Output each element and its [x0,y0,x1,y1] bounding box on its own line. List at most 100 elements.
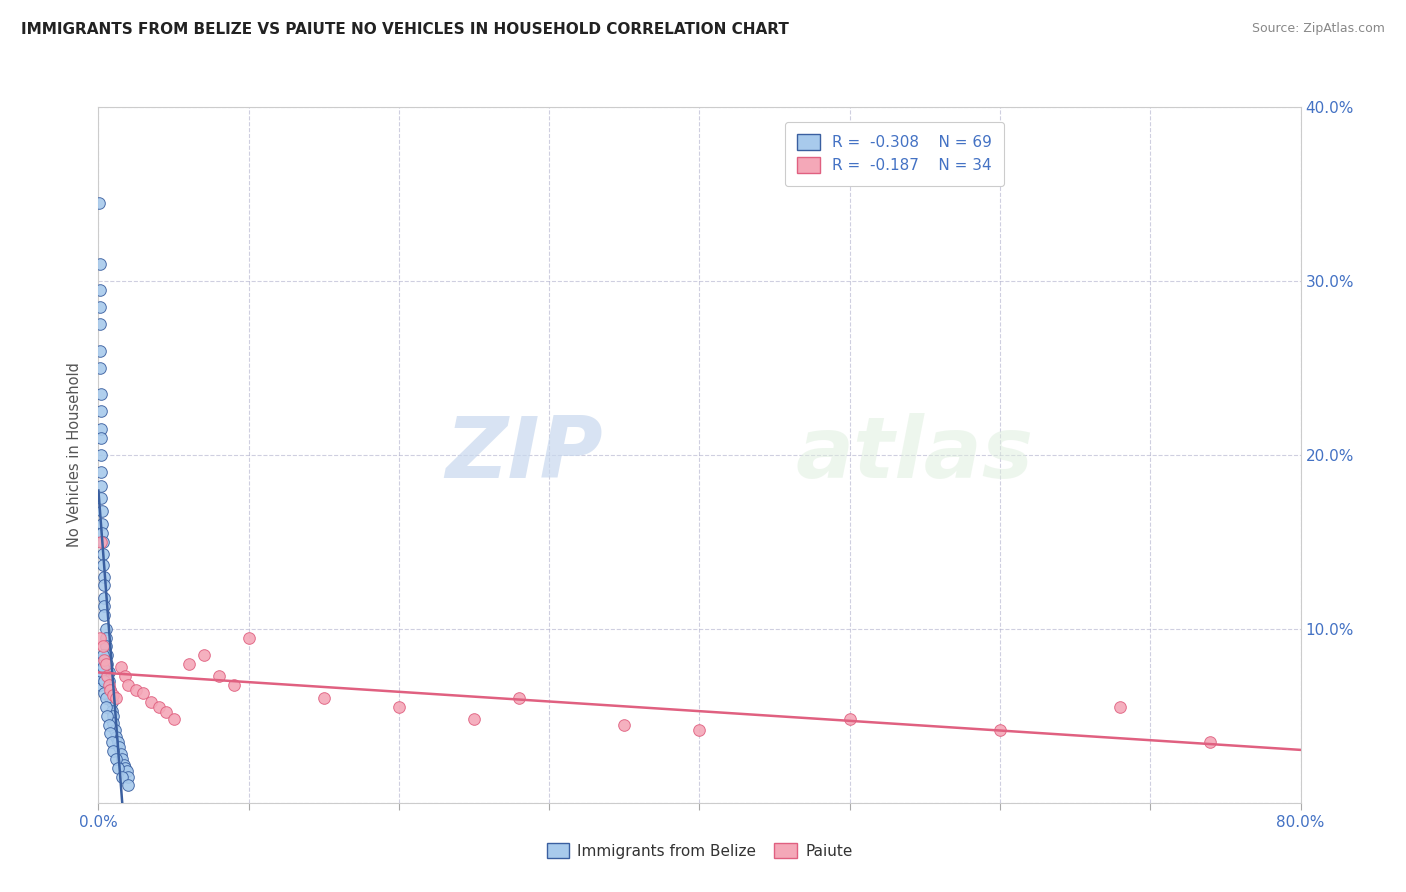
Point [107,761,129,775]
Point [105,730,128,744]
Y-axis label: No Vehicles in Household: No Vehicles in Household [67,362,83,548]
Point [108,740,131,755]
Point [93,686,115,700]
Point [90,491,112,506]
Point [90,671,112,685]
Point [93,570,115,584]
Point [110,747,132,761]
Point [91,526,114,541]
Point [111,770,134,784]
Point [115,764,138,779]
Point [114,761,136,775]
Point [177,657,200,671]
Point [90,653,112,667]
Point [94,700,117,714]
Point [90,387,112,401]
Point [988,723,1011,737]
Point [91,547,114,561]
Point [91,534,114,549]
Point [388,700,411,714]
Point [139,695,162,709]
Point [89,256,111,270]
Point [117,677,139,691]
Text: atlas: atlas [796,413,1033,497]
Point [90,466,112,480]
Point [91,648,114,662]
Point [193,648,215,662]
Point [238,631,260,645]
Point [96,669,118,683]
Point [613,717,636,731]
Point [94,631,117,645]
Point [103,744,125,758]
Point [100,726,122,740]
Point [100,682,122,697]
Point [97,717,120,731]
Point [101,704,124,718]
Point [1109,700,1132,714]
Point [97,677,120,691]
Legend: Immigrants from Belize, Paiute: Immigrants from Belize, Paiute [540,837,859,864]
Point [89,300,111,314]
Point [89,665,111,680]
Point [94,622,117,636]
Point [96,708,118,723]
Point [117,770,139,784]
Point [89,318,111,332]
Point [91,660,114,674]
Point [222,677,245,691]
Text: ZIP: ZIP [446,413,603,497]
Point [114,669,136,683]
Point [838,712,860,726]
Point [89,283,111,297]
Point [91,517,114,532]
Point [90,534,112,549]
Point [689,723,711,737]
Point [90,448,112,462]
Point [93,607,115,622]
Point [89,360,111,375]
Point [508,691,530,706]
Point [93,653,115,667]
Point [91,503,114,517]
Point [112,757,135,772]
Point [101,735,124,749]
Point [94,691,117,706]
Point [105,691,128,706]
Point [155,706,177,720]
Point [103,708,125,723]
Point [105,752,128,766]
Point [94,657,117,671]
Point [90,431,112,445]
Point [111,752,134,766]
Point [90,479,112,493]
Point [1199,735,1222,749]
Point [90,422,112,436]
Point [110,660,132,674]
Point [312,691,335,706]
Point [89,343,111,358]
Point [117,778,139,792]
Point [101,695,124,709]
Text: IMMIGRANTS FROM BELIZE VS PAIUTE NO VEHICLES IN HOUSEHOLD CORRELATION CHART: IMMIGRANTS FROM BELIZE VS PAIUTE NO VEHI… [21,22,789,37]
Point [100,682,122,697]
Point [132,686,155,700]
Point [162,712,184,726]
Point [97,665,120,680]
Point [96,648,118,662]
Point [93,591,115,605]
Point [148,700,170,714]
Point [104,723,127,737]
Point [125,682,148,697]
Point [90,664,112,678]
Point [96,657,118,671]
Point [103,688,125,702]
Point [463,712,485,726]
Point [91,639,114,653]
Point [208,669,231,683]
Point [100,691,122,706]
Point [91,558,114,572]
Point [107,735,129,749]
Point [90,404,112,418]
Point [93,599,115,614]
